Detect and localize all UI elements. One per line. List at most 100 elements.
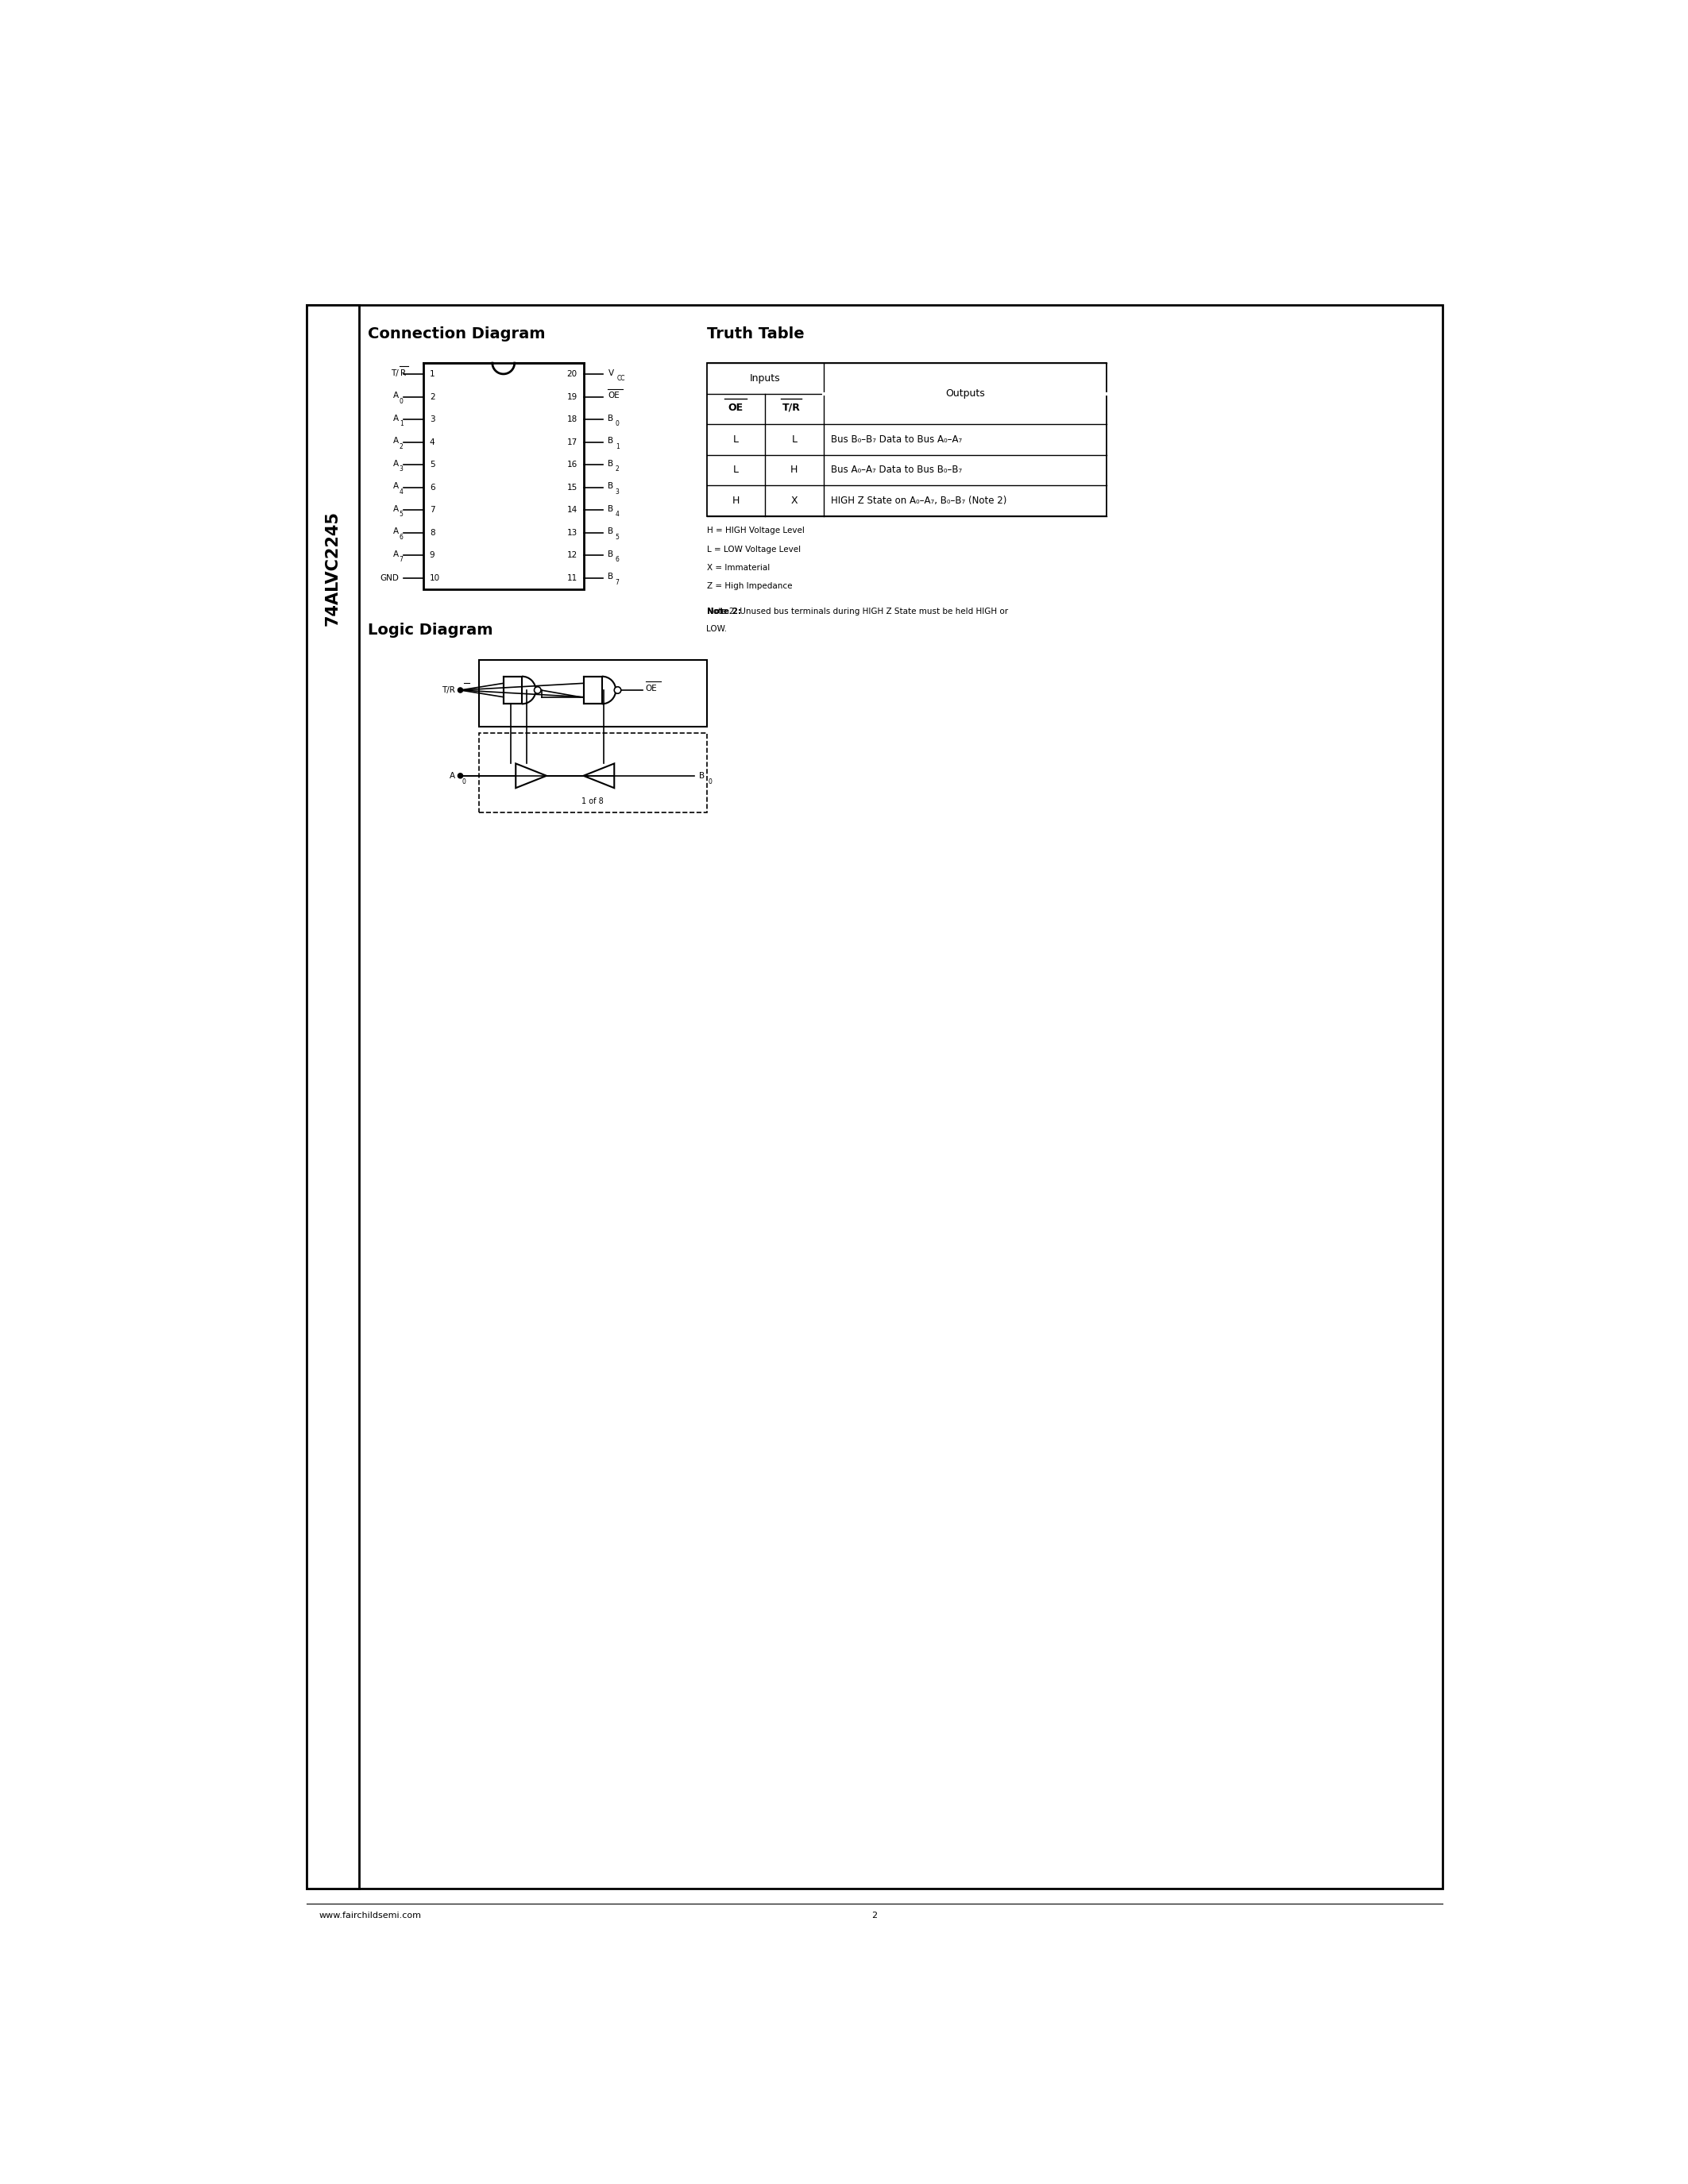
Text: 5: 5 [400,511,403,518]
Text: Truth Table: Truth Table [707,325,803,341]
Text: 6: 6 [429,483,436,491]
Text: A: A [393,505,398,513]
Text: OE: OE [608,391,619,400]
Text: 3: 3 [429,415,436,424]
Text: B: B [608,572,614,581]
Text: 20: 20 [567,371,577,378]
Text: 2: 2 [616,465,619,472]
Text: 0: 0 [400,397,403,404]
Text: T/: T/ [392,369,398,378]
Text: 1: 1 [400,419,403,428]
Text: B: B [608,459,614,467]
Text: 15: 15 [567,483,577,491]
Text: 7: 7 [400,557,403,563]
Text: 4: 4 [429,439,436,446]
Text: OE: OE [645,686,657,692]
Text: 12: 12 [567,550,577,559]
Text: 5: 5 [616,533,619,539]
Circle shape [533,686,540,695]
Text: B: B [608,529,614,535]
Circle shape [457,688,463,692]
Text: A: A [393,483,398,489]
Text: 74ALVC2245: 74ALVC2245 [324,511,341,625]
Text: 17: 17 [567,439,577,446]
Polygon shape [517,764,547,788]
Text: B: B [699,771,706,780]
Text: X = Immaterial: X = Immaterial [707,563,770,572]
Text: Bus B₀–B₇ Data to Bus A₀–A₇: Bus B₀–B₇ Data to Bus A₀–A₇ [830,435,962,446]
Text: H = HIGH Voltage Level: H = HIGH Voltage Level [707,526,803,535]
Text: Note 2: Unused bus terminals during HIGH Z State must be held HIGH or: Note 2: Unused bus terminals during HIGH… [707,607,1008,616]
Text: Logic Diagram: Logic Diagram [368,622,493,638]
Text: LOW.: LOW. [707,625,728,633]
Text: 1 of 8: 1 of 8 [582,797,604,806]
Text: www.fairchildsemi.com: www.fairchildsemi.com [319,1911,422,1920]
Text: A: A [393,437,398,446]
Text: A: A [393,529,398,535]
Bar [424,363,584,590]
Bar [707,363,1107,515]
Text: 0: 0 [707,778,712,786]
Text: 18: 18 [567,415,577,424]
Text: 2: 2 [429,393,436,402]
Text: R: R [400,369,405,378]
Text: T/R: T/R [782,402,800,413]
Text: B: B [608,483,614,489]
Text: Z = High Impedance: Z = High Impedance [707,581,792,590]
Text: Outputs: Outputs [945,389,984,400]
Text: Note 2:: Note 2: [707,607,741,616]
Text: T/R: T/R [442,686,456,695]
Bar [307,306,360,1889]
Text: 3: 3 [616,489,619,496]
Bar [584,677,603,703]
Bar [479,734,707,812]
Text: A: A [393,459,398,467]
Text: GND: GND [380,574,398,581]
Bar [503,677,522,703]
Text: B: B [608,505,614,513]
Text: H: H [790,465,798,476]
Circle shape [614,686,621,695]
Text: A: A [393,391,398,400]
Text: L: L [792,435,797,446]
Text: Bus A₀–A₇ Data to Bus B₀–B₇: Bus A₀–A₇ Data to Bus B₀–B₇ [830,465,962,476]
Text: L = LOW Voltage Level: L = LOW Voltage Level [707,546,800,553]
Text: B: B [608,550,614,559]
Text: 19: 19 [567,393,577,402]
Text: B: B [608,437,614,446]
Text: A: A [393,550,398,559]
Text: 8: 8 [429,529,436,537]
Text: 0: 0 [616,419,619,428]
Bar [307,306,1442,1889]
Text: Inputs: Inputs [749,373,780,384]
Text: L: L [733,465,739,476]
Text: V: V [608,369,614,378]
Text: HIGH Z State on A₀–A₇, B₀–B₇ (Note 2): HIGH Z State on A₀–A₇, B₀–B₇ (Note 2) [830,496,1006,507]
Text: 9: 9 [429,550,436,559]
Text: 4: 4 [400,489,403,496]
Polygon shape [584,764,614,788]
Circle shape [457,773,463,778]
Text: 11: 11 [567,574,577,581]
Text: 7: 7 [616,579,619,585]
Text: CC: CC [616,376,625,382]
Text: 14: 14 [567,507,577,513]
Text: B: B [608,415,614,422]
Text: 16: 16 [567,461,577,470]
Text: 7: 7 [429,507,436,513]
Text: 1: 1 [429,371,436,378]
Text: 0: 0 [461,778,466,786]
Text: 13: 13 [567,529,577,537]
Text: Connection Diagram: Connection Diagram [368,325,545,341]
Text: L: L [733,435,739,446]
Text: H: H [733,496,739,507]
Text: 2: 2 [400,443,403,450]
Text: X: X [792,496,798,507]
Text: 6: 6 [400,533,403,539]
Text: 6: 6 [616,557,619,563]
Text: A: A [449,771,456,780]
Text: 4: 4 [616,511,619,518]
Text: 1: 1 [616,443,619,450]
Text: 5: 5 [429,461,436,470]
Text: 10: 10 [429,574,441,581]
